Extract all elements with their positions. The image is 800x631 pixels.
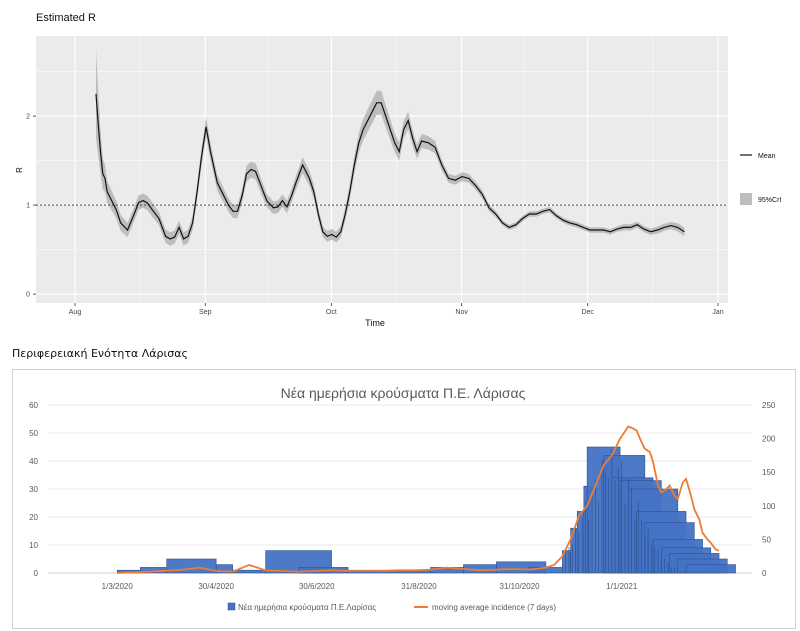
- r-xtick-label: Sep: [199, 309, 212, 316]
- l-yright-label: 150: [762, 468, 776, 477]
- r-plot-panel: [36, 36, 728, 303]
- legend-ci-swatch: [740, 193, 752, 205]
- l-yleft-label: 30: [29, 485, 38, 494]
- r-y-axis-label: R: [15, 167, 24, 173]
- l-yleft-label: 10: [29, 541, 38, 550]
- r-x-axis-label: Time: [365, 318, 385, 328]
- case-bar: [576, 511, 585, 574]
- r-xtick-label: Oct: [326, 309, 337, 316]
- l-yright-label: 50: [762, 535, 771, 544]
- case-bar: [685, 564, 736, 574]
- legend-ci-label: 95%CrI: [758, 197, 781, 204]
- r-xtick-label: Jan: [712, 309, 723, 316]
- l-xtick-label: 1/3/2020: [102, 582, 134, 591]
- l-yleft-label: 50: [29, 429, 38, 438]
- legend-cases-swatch: [227, 602, 236, 611]
- estimated-r-chart: 0 1 2 Aug Sep Oct Nov Dec Jan Time R Mean 95%Cr…: [15, 36, 781, 328]
- larisa-chart-title: Νέα ημερήσια κρούσματα Π.Ε. Λάρισας: [281, 385, 526, 401]
- l-xtick-label: 30/6/2020: [299, 582, 335, 591]
- r-mean-line: [95, 93, 685, 240]
- case-bar: [215, 564, 233, 574]
- l-yright-label: 250: [762, 401, 776, 410]
- legend-ma-label: moving average incidence (7 days): [432, 603, 556, 612]
- r-ytick-label: 1: [26, 203, 30, 210]
- l-xtick-label: 31/10/2020: [500, 582, 541, 591]
- l-xtick-label: 31/8/2020: [401, 582, 437, 591]
- r-credible-interval-band: [96, 49, 685, 246]
- l-yright-label: 100: [762, 502, 776, 511]
- r-ytick-label: 0: [26, 292, 30, 299]
- legend-mean-label: Mean: [758, 153, 776, 160]
- chart1-title: Estimated R: [36, 12, 96, 24]
- l-yleft-label: 60: [29, 401, 38, 410]
- l-yleft-label: 40: [29, 457, 38, 466]
- l-xtick-label: 1/1/2021: [606, 582, 638, 591]
- l-yright-label: 0: [762, 569, 767, 578]
- l-xtick-label: 30/4/2020: [198, 582, 234, 591]
- r-ytick-label: 2: [26, 114, 30, 121]
- r-xtick-label: Aug: [69, 309, 82, 316]
- l-yright-label: 200: [762, 435, 776, 444]
- r-xtick-label: Nov: [455, 309, 468, 316]
- l-yleft-label: 0: [34, 569, 39, 578]
- l-yleft-label: 20: [29, 513, 38, 522]
- section-heading: Περιφερειακή Ενότητα Λάρισας: [12, 347, 188, 360]
- r-xtick-label: Dec: [581, 309, 594, 316]
- moving-average-line: [117, 425, 720, 574]
- legend-cases-label: Νέα ημερήσια κρούσματα Π.Ε.Λαρίσας: [238, 603, 376, 612]
